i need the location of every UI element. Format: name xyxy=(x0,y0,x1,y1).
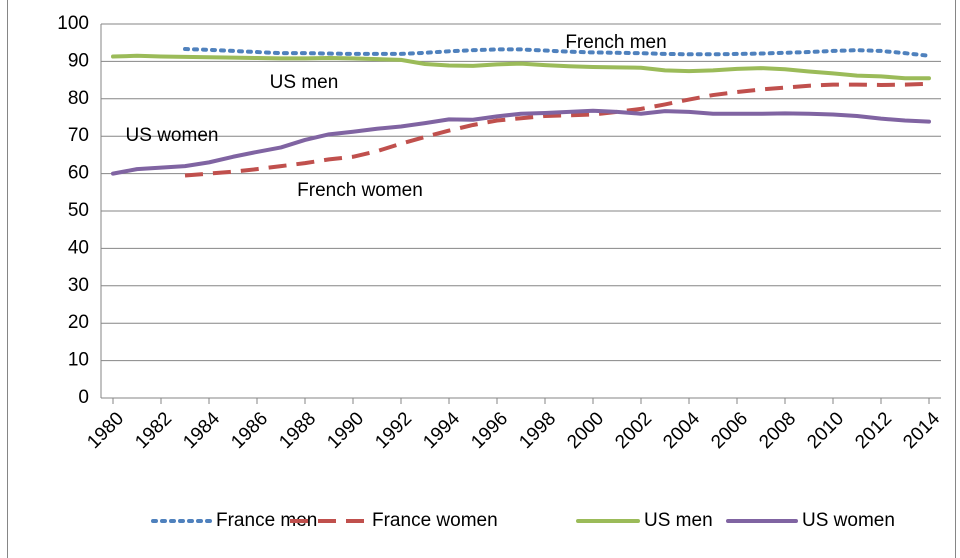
y-tick-label: 40 xyxy=(68,237,89,258)
annotation: French men xyxy=(565,32,666,53)
y-tick-label: 60 xyxy=(68,163,89,184)
y-tick-label: 10 xyxy=(68,350,89,371)
annotation: French women xyxy=(297,180,423,201)
y-tick-label: 0 xyxy=(78,387,89,408)
legend-label: France women xyxy=(372,510,498,531)
y-tick-label: 70 xyxy=(68,125,89,146)
y-tick-label: 20 xyxy=(68,312,89,333)
series-line xyxy=(184,81,930,178)
y-tick-label: 100 xyxy=(57,13,89,34)
legend-label: US men xyxy=(644,510,713,531)
series-line xyxy=(183,47,931,58)
y-tick-label: 50 xyxy=(68,200,89,221)
series-line xyxy=(111,53,931,81)
series-line xyxy=(111,108,931,176)
annotation: US men xyxy=(270,72,339,93)
y-tick-label: 90 xyxy=(68,50,89,71)
y-tick-label: 30 xyxy=(68,275,89,296)
y-tick-label: 80 xyxy=(68,88,89,109)
legend-label: US women xyxy=(802,510,895,531)
annotation: US women xyxy=(126,125,219,146)
legend-label: France men xyxy=(216,510,317,531)
chart-frame xyxy=(7,0,956,558)
